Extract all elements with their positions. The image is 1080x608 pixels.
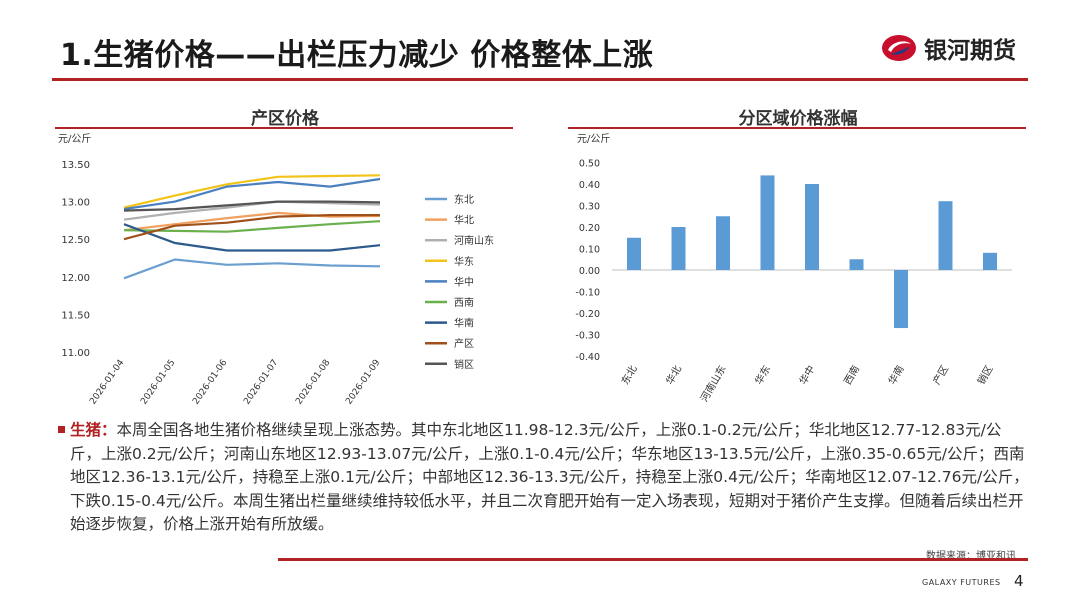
x-tick-label: 2026-01-08 — [294, 358, 332, 407]
y-tick-label: 13.50 — [61, 160, 90, 171]
y-tick-label: 13.00 — [61, 198, 90, 209]
legend-label: 销区 — [454, 358, 474, 371]
header-divider — [52, 78, 1028, 81]
y-tick-label: 11.50 — [61, 310, 90, 321]
x-tick-label: 2026-01-06 — [191, 358, 229, 407]
legend-label: 华东 — [454, 255, 474, 268]
legend-label: 东北 — [454, 193, 474, 206]
commentary-label: 生猪： — [70, 421, 117, 439]
data-source: 数据来源：博亚和讯 — [926, 551, 1016, 562]
galaxy-logo-icon — [882, 35, 916, 61]
left-chart-title: 产区价格 — [251, 109, 319, 129]
footer-brand: GALAXY FUTURES — [922, 578, 1001, 587]
series-line-7 — [123, 223, 381, 252]
commentary-text: 本周全国各地生猪价格继续呈现上涨态势。其中东北地区11.98-12.3元/公斤，… — [70, 421, 1029, 533]
logo-text: 银河期货 — [924, 38, 1016, 64]
series-line-6 — [123, 220, 381, 233]
y-tick-label: 12.50 — [61, 235, 90, 246]
page-title: 1.生猪价格——出栏压力减少 价格整体上涨 — [60, 38, 654, 73]
commentary-paragraph: 生猪：本周全国各地生猪价格继续呈现上涨态势。其中东北地区11.98-12.3元/… — [70, 419, 1030, 537]
legend-label: 华中 — [454, 275, 474, 288]
legend-label: 产区 — [454, 337, 474, 350]
footer-divider — [278, 558, 1028, 561]
y-tick-label: 12.00 — [61, 273, 90, 284]
series-line-1 — [123, 258, 381, 280]
series-line-4 — [123, 174, 381, 209]
series-line-5 — [123, 177, 381, 211]
legend-label: 河南山东 — [454, 234, 494, 247]
series-line-2 — [123, 211, 381, 232]
legend-label: 华北 — [454, 214, 474, 227]
x-tick-label: 2026-01-07 — [242, 358, 280, 407]
y-tick-label: 11.00 — [61, 348, 90, 359]
left-chart-rule — [55, 127, 513, 129]
legend-label: 华南 — [454, 317, 474, 330]
brand-logo: 银河期货 — [880, 30, 1016, 66]
x-tick-label: 2026-01-09 — [344, 358, 382, 407]
right-chart-title: 分区域价格涨幅 — [738, 109, 858, 129]
x-tick-label: 2026-01-05 — [139, 358, 177, 407]
legend-label: 西南 — [454, 296, 474, 309]
y-axis-unit: 元/公斤 — [58, 133, 91, 145]
bullet-marker — [58, 426, 65, 433]
series-line-8 — [123, 214, 380, 241]
series-line-9 — [123, 200, 381, 212]
page-number: 4 — [1014, 572, 1024, 590]
right-chart-rule — [568, 127, 1026, 129]
x-tick-label: 2026-01-04 — [88, 358, 126, 407]
